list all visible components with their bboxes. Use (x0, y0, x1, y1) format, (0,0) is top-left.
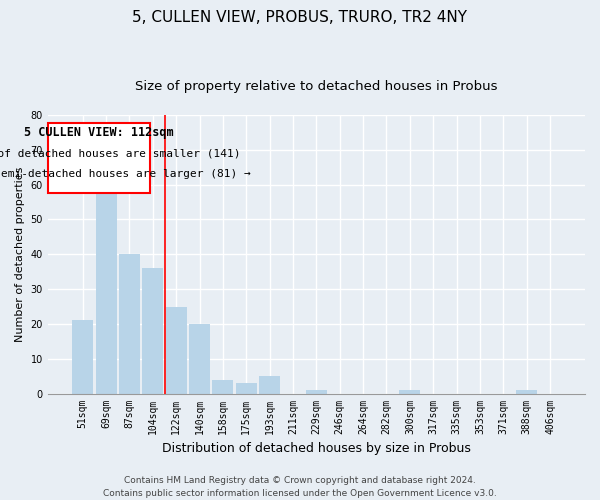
Text: 5, CULLEN VIEW, PROBUS, TRURO, TR2 4NY: 5, CULLEN VIEW, PROBUS, TRURO, TR2 4NY (133, 10, 467, 25)
Bar (119, 254, 140, 394)
Title: Size of property relative to detached houses in Probus: Size of property relative to detached ho… (135, 80, 497, 93)
Bar (189, 324, 210, 394)
Text: Contains HM Land Registry data © Crown copyright and database right 2024.
Contai: Contains HM Land Registry data © Crown c… (103, 476, 497, 498)
Bar (516, 390, 537, 394)
Bar (166, 306, 187, 394)
Bar (212, 380, 233, 394)
Text: 36% of semi-detached houses are larger (81) →: 36% of semi-detached houses are larger (… (0, 170, 251, 179)
Text: 5 CULLEN VIEW: 112sqm: 5 CULLEN VIEW: 112sqm (24, 126, 174, 139)
Text: ← 64% of detached houses are smaller (141): ← 64% of detached houses are smaller (14… (0, 148, 241, 158)
Bar (142, 268, 163, 394)
Bar (306, 390, 327, 394)
Bar (400, 390, 421, 394)
Bar (48, 124, 150, 193)
X-axis label: Distribution of detached houses by size in Probus: Distribution of detached houses by size … (162, 442, 471, 455)
Bar (259, 376, 280, 394)
Bar (72, 320, 93, 394)
Bar (236, 383, 257, 394)
Y-axis label: Number of detached properties: Number of detached properties (15, 166, 25, 342)
Bar (95, 170, 116, 394)
